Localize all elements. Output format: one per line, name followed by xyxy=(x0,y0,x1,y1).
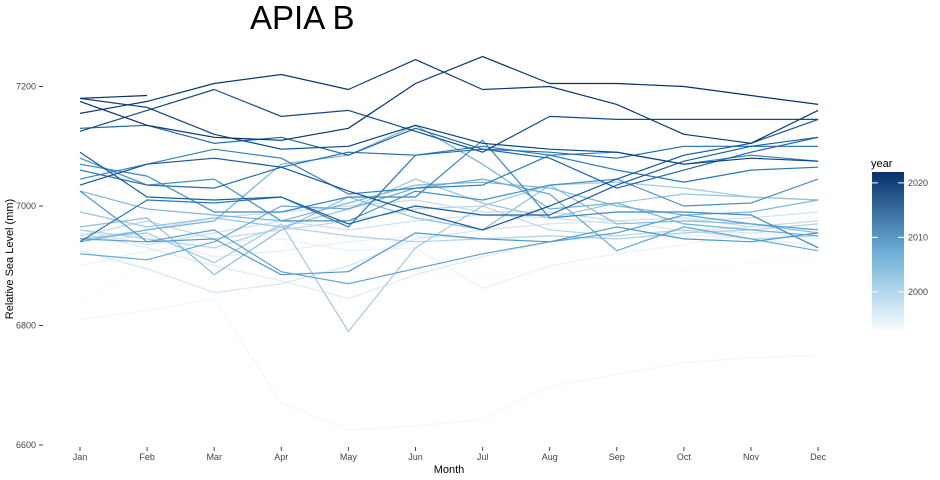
y-tick-label: 7000 xyxy=(16,201,36,211)
x-axis: Jan Feb Mar Apr May Jun Jul Aug Sep Oct Nov Dec xyxy=(73,447,827,462)
chart-title: APIA B xyxy=(250,0,355,36)
x-tick-label: Nov xyxy=(743,452,760,462)
legend-tick-label: 2010 xyxy=(908,232,928,242)
series-line-2007 xyxy=(79,124,819,243)
series-line-2009 xyxy=(79,214,819,285)
series-line-1999 xyxy=(79,211,819,246)
y-tick-label: 6800 xyxy=(16,321,36,331)
x-tick-label: Feb xyxy=(139,452,155,462)
series-line-1998 xyxy=(79,220,819,294)
series-line-2022 xyxy=(79,55,819,141)
y-axis: 6600 6800 7000 7200 xyxy=(16,82,43,450)
series-line-2001 xyxy=(79,205,819,240)
legend-title: year xyxy=(871,158,893,170)
series-line-2015 xyxy=(79,145,819,189)
series-line-2010 xyxy=(79,190,819,276)
x-tick-label: Mar xyxy=(206,452,222,462)
x-tick-label: Apr xyxy=(274,452,288,462)
series-line-2005 xyxy=(79,184,819,276)
x-tick-label: May xyxy=(340,452,358,462)
series-line-1995 xyxy=(79,232,819,290)
x-tick-label: Aug xyxy=(542,452,558,462)
series-line-2018 xyxy=(79,118,819,231)
series-line-1997 xyxy=(79,228,819,300)
series-line-2020 xyxy=(79,97,819,165)
series-line-2012 xyxy=(79,139,819,249)
x-tick-label: Jun xyxy=(408,452,423,462)
series-line-2014 xyxy=(79,145,819,243)
colorbar xyxy=(872,172,904,330)
y-axis-title: Relative Sea Level (mm) xyxy=(4,199,16,319)
colorbar-legend: year 2000 2010 2020 xyxy=(871,158,928,330)
series-line-2003 xyxy=(79,181,819,333)
series-line-2008 xyxy=(79,178,819,261)
series-line-2011 xyxy=(79,157,819,222)
y-tick-label: 6600 xyxy=(16,440,36,450)
x-tick-label: Oct xyxy=(677,452,692,462)
x-tick-label: Dec xyxy=(810,452,827,462)
legend-tick-label: 2000 xyxy=(908,287,928,297)
series-line-2002 xyxy=(79,223,819,249)
series-line-2019 xyxy=(79,88,819,153)
series-line-2016 xyxy=(79,124,819,189)
x-tick-label: Jan xyxy=(73,452,88,462)
x-tick-label: Sep xyxy=(609,452,625,462)
x-axis-title: Month xyxy=(434,464,465,476)
x-tick-label: Jul xyxy=(477,452,489,462)
series-line-1996 xyxy=(79,234,819,258)
legend-tick-label: 2020 xyxy=(908,178,928,188)
series-line-1994 xyxy=(79,298,819,431)
series-line-2004 xyxy=(79,178,819,228)
series-line-2017 xyxy=(79,136,819,225)
series-line-1993 xyxy=(79,235,819,306)
y-tick-label: 7200 xyxy=(16,82,36,92)
series-line-2023 xyxy=(79,94,148,99)
series-lines xyxy=(79,55,819,431)
series-line-2021 xyxy=(79,58,819,144)
